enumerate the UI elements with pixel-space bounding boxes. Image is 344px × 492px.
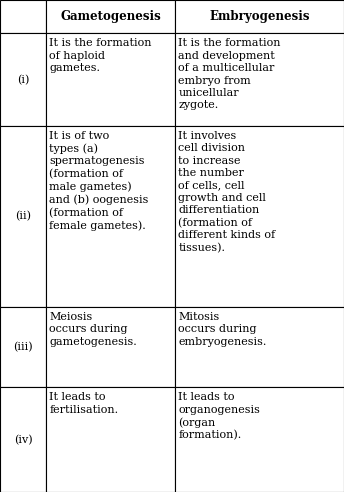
Bar: [0, 307, 46, 387]
Text: Meiosis
occurs during
gametogenesis.: Meiosis occurs during gametogenesis.: [49, 312, 137, 347]
Bar: [175, 307, 344, 387]
Bar: [46, 307, 175, 387]
Text: It is the formation
and development
of a multicellular
embryo from
unicellular
z: It is the formation and development of a…: [178, 38, 281, 110]
Bar: [175, 126, 344, 307]
Bar: [46, 126, 175, 307]
Text: (iv): (iv): [14, 434, 33, 445]
Text: Gametogenesis: Gametogenesis: [61, 10, 161, 23]
Bar: [0, 0, 46, 33]
Text: It is of two
types (a)
spermatogenesis
(formation of
male gametes)
and (b) oogen: It is of two types (a) spermatogenesis (…: [49, 131, 149, 231]
Text: It leads to
organogenesis
(organ
formation).: It leads to organogenesis (organ formati…: [178, 392, 260, 440]
Bar: [0, 387, 46, 492]
Bar: [0, 126, 46, 307]
Text: It leads to
fertilisation.: It leads to fertilisation.: [49, 392, 118, 415]
Bar: [46, 0, 175, 33]
Text: Mitosis
occurs during
embryogenesis.: Mitosis occurs during embryogenesis.: [178, 312, 267, 347]
Text: (iii): (iii): [13, 342, 33, 352]
Text: It involves
cell division
to increase
the number
of cells, cell
growth and cell
: It involves cell division to increase th…: [178, 131, 275, 253]
Text: Embryogenesis: Embryogenesis: [209, 10, 310, 23]
Bar: [175, 33, 344, 126]
Bar: [0, 33, 46, 126]
Text: It is the formation
of haploid
gametes.: It is the formation of haploid gametes.: [49, 38, 152, 73]
Text: (ii): (ii): [15, 212, 31, 221]
Bar: [175, 0, 344, 33]
Bar: [46, 33, 175, 126]
Bar: [175, 387, 344, 492]
Text: (i): (i): [17, 75, 29, 85]
Bar: [46, 387, 175, 492]
